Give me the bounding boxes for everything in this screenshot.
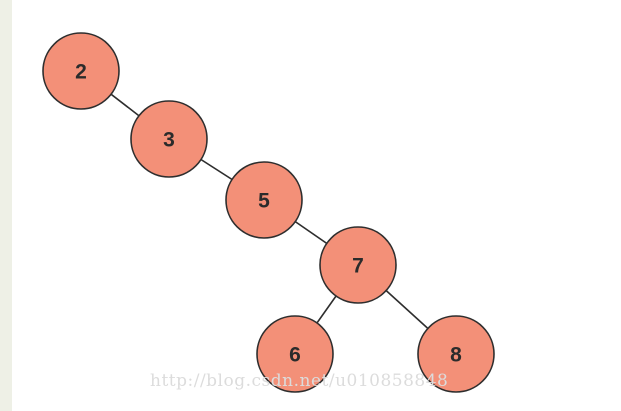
node-label: 6 — [289, 344, 301, 367]
tree-node-6: 6 — [256, 315, 334, 393]
node-circle — [256, 315, 334, 393]
page-margin-strip — [0, 0, 12, 411]
tree-node-2: 2 — [42, 32, 120, 110]
node-label: 8 — [450, 344, 462, 367]
node-label: 2 — [75, 61, 87, 84]
tree-node-5: 5 — [225, 161, 303, 239]
tree-node-8: 8 — [417, 315, 495, 393]
node-label: 5 — [258, 190, 270, 213]
tree-nodes: 2 3 5 7 6 8 — [42, 32, 495, 393]
node-circle — [319, 226, 397, 304]
node-circle — [42, 32, 120, 110]
node-label: 3 — [163, 129, 175, 152]
node-circle — [417, 315, 495, 393]
tree-node-7: 7 — [319, 226, 397, 304]
node-circle — [130, 100, 208, 178]
node-circle — [225, 161, 303, 239]
tree-node-3: 3 — [130, 100, 208, 178]
watermark-text: http://blog.csdn.net/u010858848 — [150, 371, 449, 391]
node-label: 7 — [352, 255, 364, 278]
